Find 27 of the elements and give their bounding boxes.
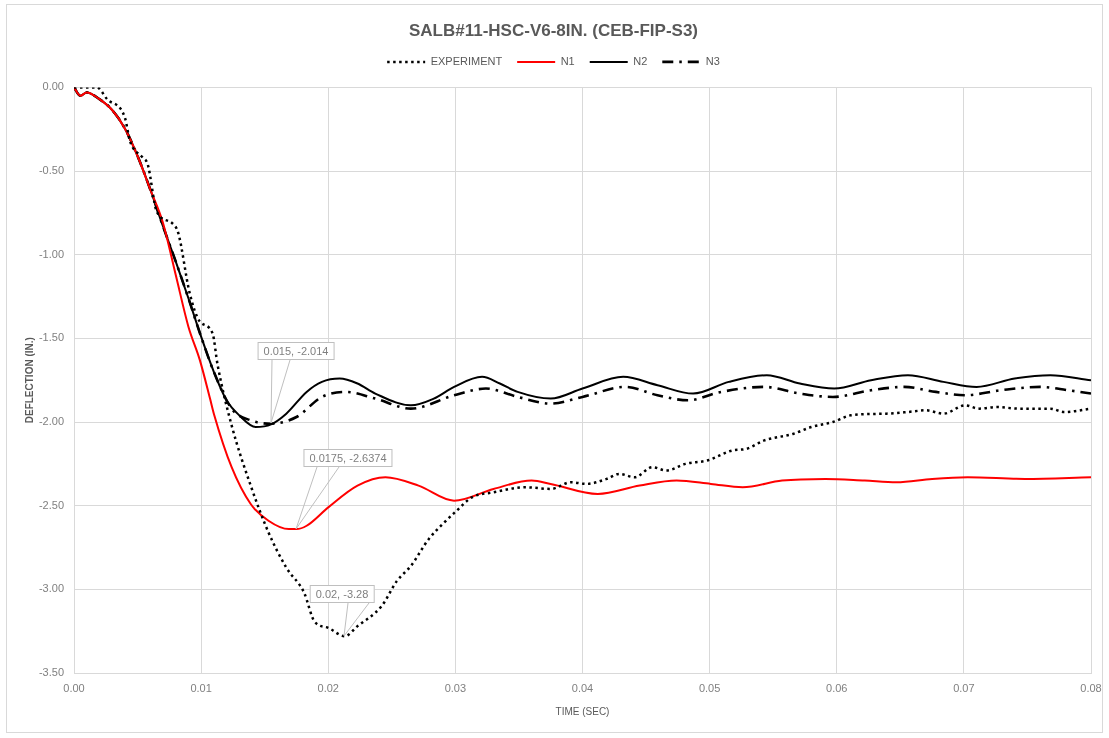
- x-tick-label: 0.07: [953, 681, 975, 694]
- y-tick-label: -3.00: [38, 582, 64, 595]
- x-tick-label: 0.02: [317, 681, 339, 694]
- y-axis-title: DEFLECTION (IN.): [23, 337, 35, 424]
- legend-label: N1: [560, 54, 575, 67]
- y-tick-label: 0.00: [42, 80, 64, 93]
- x-tick-label: 0.05: [698, 681, 721, 694]
- y-tick-label: -2.50: [38, 498, 64, 511]
- x-tick-label: 0.00: [63, 681, 85, 694]
- x-tick-label: 0.03: [444, 681, 467, 694]
- x-tick-label: 0.06: [826, 681, 848, 694]
- y-tick-label: -1.00: [38, 247, 64, 260]
- y-tick-label: -0.50: [38, 164, 64, 177]
- x-axis-title: TIME (SEC): [555, 705, 610, 717]
- y-tick-label: -2.00: [38, 415, 64, 428]
- annotation: 0.015, -2.014: [257, 342, 335, 360]
- x-tick-label: 0.08: [1080, 681, 1102, 694]
- annotation: 0.0175, -2.6374: [303, 449, 393, 467]
- annotation: 0.02, -3.28: [309, 585, 375, 603]
- legend-label: N3: [705, 54, 720, 67]
- y-tick-label: -3.50: [38, 666, 64, 679]
- legend-label: N2: [633, 54, 648, 67]
- x-tick-label: 0.04: [571, 681, 594, 694]
- legend-label: EXPERIMENT: [430, 54, 503, 67]
- y-tick-label: -1.50: [38, 331, 64, 344]
- chart-title: SALB#11-HSC-V6-8IN. (CEB-FIP-S3): [408, 20, 699, 40]
- x-tick-label: 0.01: [190, 681, 212, 694]
